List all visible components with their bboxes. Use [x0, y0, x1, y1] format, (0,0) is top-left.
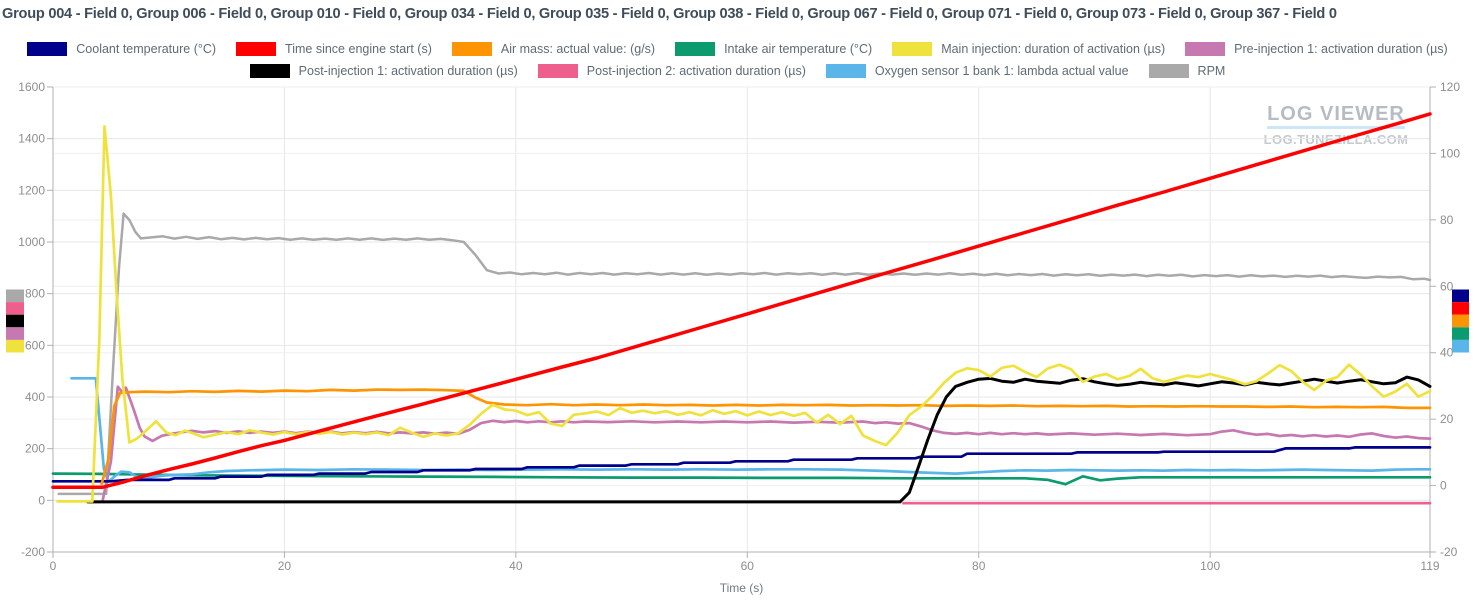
- svg-text:1000: 1000: [18, 235, 45, 249]
- x-axis-title: Time (s): [719, 581, 764, 595]
- legend-swatch-time: [236, 42, 277, 56]
- svg-text:20: 20: [278, 559, 292, 573]
- svg-text:119: 119: [1420, 559, 1439, 573]
- legend-label: Post-injection 1: activation duration (µ…: [298, 64, 518, 78]
- legend-swatch-post1: [249, 64, 290, 78]
- legend-item-time[interactable]: Time since engine start (s): [236, 42, 432, 56]
- legend-swatch-airmass: [451, 42, 492, 56]
- watermark-logo: LOG VIEWER: [1267, 103, 1405, 129]
- svg-text:-200: -200: [21, 545, 45, 559]
- legend-swatch-rpm: [1148, 64, 1189, 78]
- chart-title: Group 004 - Field 0, Group 006 - Field 0…: [2, 6, 1337, 22]
- series-line-pre: [101, 385, 1432, 502]
- series-line-rpm: [57, 212, 1432, 496]
- legend-item-airmass[interactable]: Air mass: actual value: (g/s): [451, 42, 656, 56]
- legend-item-post2[interactable]: Post-injection 2: activation duration (µ…: [537, 64, 806, 78]
- legend-item-rpm[interactable]: RPM: [1148, 64, 1226, 78]
- svg-text:1600: 1600: [18, 80, 45, 94]
- svg-text:200: 200: [25, 442, 45, 456]
- legend-item-intake[interactable]: Intake air temperature (°C): [675, 42, 872, 56]
- svg-text:40: 40: [1440, 346, 1454, 360]
- legend-row-1: Coolant temperature (°C) Time since engin…: [0, 38, 1475, 60]
- legend-item-coolant[interactable]: Coolant temperature (°C): [27, 42, 216, 56]
- series-line-time: [51, 112, 1432, 489]
- series-lines: [51, 112, 1432, 505]
- svg-text:40: 40: [509, 559, 523, 573]
- svg-text:800: 800: [25, 287, 45, 301]
- svg-text:0: 0: [1440, 479, 1447, 493]
- legend-label: Main injection: duration of activation (…: [941, 42, 1166, 56]
- legend-swatch-intake: [675, 42, 716, 56]
- legend-swatch-post2: [537, 64, 578, 78]
- legend-swatch-oxygen: [825, 64, 866, 78]
- chart-legend: Coolant temperature (°C) Time since engin…: [0, 38, 1475, 82]
- svg-text:20: 20: [1440, 412, 1454, 426]
- svg-text:600: 600: [25, 338, 45, 352]
- left-axis-series-markers: [6, 289, 24, 353]
- legend-swatch-pre: [1185, 42, 1226, 56]
- watermark: LOG VIEWER LOG.TUNEZILLA.COM: [1258, 103, 1414, 147]
- series-line-oxygen: [70, 376, 1432, 483]
- legend-row-2: Post-injection 1: activation duration (µ…: [0, 60, 1475, 82]
- axis-lines: [47, 86, 1436, 558]
- legend-label: Time since engine start (s): [285, 42, 432, 56]
- watermark-url: LOG.TUNEZILLA.COM: [1263, 132, 1409, 147]
- right-axis-series-markers: [1452, 289, 1469, 353]
- legend-label: Coolant temperature (°C): [76, 42, 217, 56]
- legend-item-oxygen[interactable]: Oxygen sensor 1 bank 1: lambda actual va…: [825, 64, 1129, 78]
- series-line-intake: [51, 472, 1432, 486]
- series-line-main: [56, 124, 1432, 503]
- svg-text:120: 120: [1440, 80, 1460, 94]
- svg-text:1400: 1400: [18, 132, 45, 146]
- legend-label: Intake air temperature (°C): [724, 42, 873, 56]
- svg-text:80: 80: [972, 559, 986, 573]
- svg-text:400: 400: [25, 390, 45, 404]
- legend-item-main[interactable]: Main injection: duration of activation (…: [892, 42, 1165, 56]
- svg-text:100: 100: [1440, 146, 1460, 160]
- legend-swatch-main: [892, 42, 933, 56]
- svg-text:0: 0: [38, 493, 45, 507]
- legend-label: Post-injection 2: activation duration (µ…: [586, 64, 806, 78]
- legend-label: Oxygen sensor 1 bank 1: lambda actual va…: [874, 64, 1129, 78]
- svg-text:100: 100: [1200, 559, 1220, 573]
- svg-text:80: 80: [1440, 213, 1454, 227]
- series-line-airmass: [100, 388, 1432, 486]
- series-line-coolant: [51, 446, 1432, 483]
- legend-swatch-coolant: [27, 42, 68, 56]
- legend-label: RPM: [1197, 64, 1226, 78]
- svg-text:60: 60: [741, 559, 755, 573]
- legend-item-post1[interactable]: Post-injection 1: activation duration (µ…: [249, 64, 518, 78]
- svg-text:-20: -20: [1440, 545, 1458, 559]
- legend-label: Pre-injection 1: activation duration (µs…: [1234, 42, 1448, 56]
- axis-tick-labels: -20002004006008001000120014001600-200204…: [18, 80, 1460, 573]
- legend-item-pre[interactable]: Pre-injection 1: activation duration (µs…: [1185, 42, 1448, 56]
- legend-label: Air mass: actual value: (g/s): [500, 42, 656, 56]
- svg-text:1200: 1200: [18, 183, 45, 197]
- svg-text:60: 60: [1440, 279, 1454, 293]
- gridlines: [52, 86, 1431, 553]
- svg-text:0: 0: [50, 559, 57, 573]
